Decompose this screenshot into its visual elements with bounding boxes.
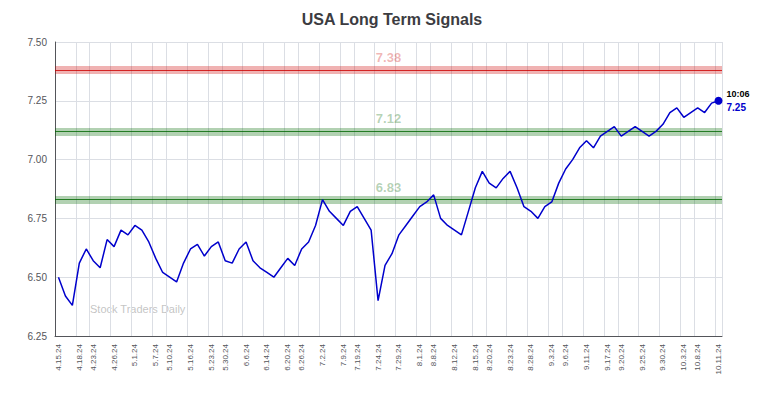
svg-text:7.2.24: 7.2.24 xyxy=(318,343,327,366)
svg-text:9.6.24: 9.6.24 xyxy=(561,343,570,366)
svg-text:9.20.24: 9.20.24 xyxy=(617,343,626,370)
svg-text:7.38: 7.38 xyxy=(376,50,401,65)
svg-text:4.18.24: 4.18.24 xyxy=(75,343,84,370)
svg-text:7.24.24: 7.24.24 xyxy=(374,343,383,370)
svg-text:10.8.24: 10.8.24 xyxy=(693,343,702,370)
svg-text:7.25: 7.25 xyxy=(28,95,48,106)
svg-text:4.15.24: 4.15.24 xyxy=(54,343,63,370)
svg-text:6.14.24: 6.14.24 xyxy=(262,343,271,370)
svg-text:7.50: 7.50 xyxy=(28,37,48,48)
svg-text:8.8.24: 8.8.24 xyxy=(429,343,438,366)
svg-text:9.30.24: 9.30.24 xyxy=(658,343,667,370)
svg-text:8.15.24: 8.15.24 xyxy=(471,343,480,370)
svg-text:4.26.24: 4.26.24 xyxy=(110,343,119,370)
svg-text:8.12.24: 8.12.24 xyxy=(450,343,459,370)
svg-text:5.7.24: 5.7.24 xyxy=(151,343,160,366)
svg-text:8.1.24: 8.1.24 xyxy=(415,343,424,366)
svg-text:8.20.24: 8.20.24 xyxy=(485,343,494,370)
svg-text:Stock Traders Daily: Stock Traders Daily xyxy=(90,303,186,315)
svg-text:9.3.24: 9.3.24 xyxy=(547,343,556,366)
svg-text:7.12: 7.12 xyxy=(376,111,401,126)
svg-text:5.10.24: 5.10.24 xyxy=(165,343,174,370)
svg-text:9.17.24: 9.17.24 xyxy=(603,343,612,370)
svg-text:6.26.24: 6.26.24 xyxy=(297,343,306,370)
svg-text:6.25: 6.25 xyxy=(28,331,48,342)
svg-text:7.25: 7.25 xyxy=(727,102,747,113)
svg-text:6.75: 6.75 xyxy=(28,213,48,224)
svg-text:USA Long Term Signals: USA Long Term Signals xyxy=(302,11,483,28)
svg-text:7.19.24: 7.19.24 xyxy=(353,343,362,370)
svg-text:5.30.24: 5.30.24 xyxy=(221,343,230,370)
svg-text:10.11.24: 10.11.24 xyxy=(714,343,723,374)
svg-text:6.83: 6.83 xyxy=(376,180,401,195)
svg-text:10:06: 10:06 xyxy=(727,89,750,99)
svg-text:10.3.24: 10.3.24 xyxy=(679,343,688,370)
svg-text:7.00: 7.00 xyxy=(28,154,48,165)
svg-text:5.23.24: 5.23.24 xyxy=(207,343,216,370)
svg-text:7.29.24: 7.29.24 xyxy=(394,343,403,370)
svg-text:8.23.24: 8.23.24 xyxy=(506,343,515,370)
svg-text:8.28.24: 8.28.24 xyxy=(526,343,535,370)
svg-text:6.6.24: 6.6.24 xyxy=(242,343,251,366)
svg-text:9.25.24: 9.25.24 xyxy=(638,343,647,370)
svg-text:5.1.24: 5.1.24 xyxy=(130,343,139,366)
svg-text:5.16.24: 5.16.24 xyxy=(186,343,195,370)
svg-text:6.20.24: 6.20.24 xyxy=(283,343,292,370)
svg-text:6.50: 6.50 xyxy=(28,272,48,283)
svg-text:4.23.24: 4.23.24 xyxy=(89,343,98,370)
svg-text:7.9.24: 7.9.24 xyxy=(339,343,348,366)
svg-text:9.11.24: 9.11.24 xyxy=(582,343,591,370)
